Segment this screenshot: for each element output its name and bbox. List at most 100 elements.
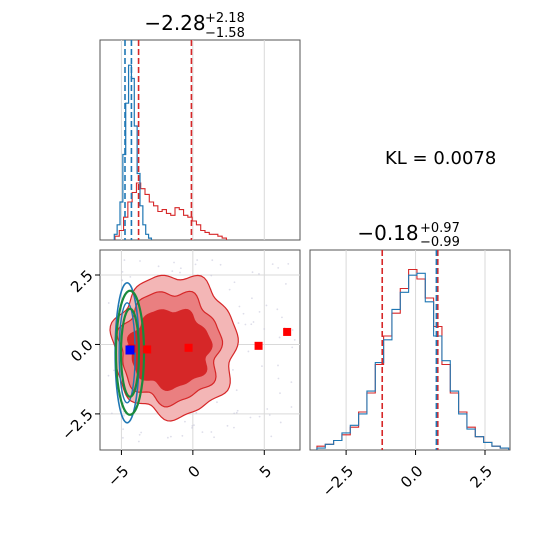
scatter-sample-point	[122, 428, 125, 431]
scatter-sample-point	[121, 279, 123, 282]
hist-y-quantiles	[381, 250, 439, 450]
scatter-sample-point	[123, 414, 125, 417]
scatter-sample-point	[179, 267, 182, 270]
scatter-sample-point	[290, 381, 293, 383]
scatter-sample-point	[249, 416, 252, 419]
red-square-marker	[283, 327, 292, 336]
scatter-sample-point	[196, 259, 199, 261]
scatter-sample-point	[129, 275, 132, 278]
scatter-markers	[125, 327, 292, 355]
scatter-sample-point	[210, 274, 213, 277]
scatter-ytick-label: −2.5	[58, 405, 96, 443]
red-square-marker	[254, 341, 263, 350]
hist-x-frame	[99, 39, 301, 241]
scatter-sample-point	[244, 323, 247, 326]
blue-square-marker	[125, 345, 135, 355]
scatter-sample-point	[233, 426, 235, 429]
scatter-sample-point	[252, 321, 255, 323]
scatter-sample-point	[140, 431, 143, 434]
scatter-sample-point	[258, 273, 260, 275]
hist-y-xtick-label: 0.0	[397, 462, 427, 492]
scatter-ytick-label: 0.0	[67, 336, 97, 366]
red-square-marker	[143, 345, 152, 354]
scatter-sample-point	[226, 424, 229, 427]
scatter-sample-point	[278, 336, 281, 339]
scatter-panel: −5 0 5 2.5 0.0 −2.5	[58, 249, 301, 490]
scatter-sample-point	[277, 364, 279, 367]
scatter-sample-point	[277, 266, 280, 269]
scatter-sample-point	[236, 409, 239, 412]
scatter-sample-point	[169, 435, 172, 438]
scatter-sample-point	[137, 440, 140, 443]
scatter-sample-point	[251, 297, 253, 300]
scatter-sample-point	[238, 305, 241, 308]
scatter-sample-point	[271, 263, 274, 266]
scatter-ytick-label: 2.5	[67, 267, 97, 297]
scatter-sample-point	[291, 346, 294, 349]
scatter-sample-point	[191, 424, 194, 427]
scatter-contours	[109, 274, 239, 424]
scatter-sample-point	[284, 283, 287, 285]
scatter-sample-point	[268, 414, 271, 416]
scatter-sample-point	[266, 408, 269, 410]
scatter-sample-point	[233, 412, 236, 415]
scatter-sample-point	[181, 434, 184, 437]
scatter-sample-point	[157, 265, 160, 268]
hist-x-title-main: −2.28	[144, 11, 205, 35]
hist-x-panel: −2.28 +2.18 −1.58	[99, 11, 301, 241]
scatter-sample-point	[277, 377, 280, 380]
hist-x-quantiles	[124, 40, 193, 240]
scatter-yticks: 2.5 0.0 −2.5	[58, 267, 100, 444]
scatter-sample-point	[184, 420, 186, 423]
scatter-sample-point	[216, 401, 218, 404]
hist-y-panel: −2.5 0.0 2.5 −0.18 +0.97 −0.99	[309, 221, 511, 500]
scatter-sample-point	[250, 323, 253, 326]
scatter-sample-point	[171, 270, 174, 273]
scatter-sample-point	[287, 262, 290, 265]
hist-y-frame	[309, 249, 511, 451]
scatter-sample-point	[263, 328, 266, 330]
scatter-sample-point	[251, 271, 254, 274]
hist-x-blue-series	[113, 64, 153, 240]
scatter-sample-point	[279, 392, 281, 395]
scatter-sample-point	[270, 435, 273, 438]
hist-y-xtick-label: −2.5	[319, 462, 357, 500]
scatter-sample-point	[247, 350, 250, 353]
hist-y-grid	[345, 250, 486, 450]
hist-x-title-sub: −1.58	[205, 26, 245, 41]
hist-x-title-sup: +2.18	[205, 11, 245, 26]
scatter-sample-point	[173, 261, 175, 264]
scatter-sample-point	[232, 369, 234, 371]
contour-blue-inner	[118, 302, 136, 404]
red-square-marker	[184, 343, 193, 352]
scatter-sample-point	[194, 263, 197, 266]
scatter-xtick-label: −5	[104, 462, 132, 490]
scatter-sample-point	[113, 369, 115, 372]
hist-y-blue-series	[316, 272, 510, 450]
scatter-sample-point	[139, 260, 141, 262]
scatter-sample-point	[107, 302, 110, 304]
scatter-sample-point	[279, 421, 282, 424]
hist-x-blue	[113, 64, 153, 240]
scatter-sample-point	[179, 271, 181, 274]
scatter-frame	[99, 249, 301, 451]
hist-y-xticks: −2.5 0.0 2.5	[319, 450, 496, 500]
scatter-sample-point	[290, 406, 293, 408]
scatter-sample-point	[123, 259, 126, 261]
scatter-sample-point	[110, 412, 113, 415]
scatter-sample-point	[210, 431, 213, 433]
scatter-sample-point	[235, 389, 238, 392]
scatter-sample-point	[121, 270, 124, 273]
hist-y-blue	[316, 272, 510, 450]
hist-y-title-main: −0.18	[357, 221, 418, 245]
hist-y-title-sup: +0.97	[420, 221, 460, 236]
scatter-sample-point	[193, 424, 195, 427]
scatter-sample-point	[191, 426, 193, 429]
scatter-sample-point	[242, 312, 245, 315]
scatter-sample-point	[291, 329, 294, 331]
scatter-sample-point	[122, 402, 125, 404]
scatter-sample-point	[122, 436, 124, 439]
hist-y-title-sub: −0.99	[420, 235, 460, 250]
scatter-sample-point	[211, 259, 214, 262]
scatter-sample-point	[213, 436, 215, 439]
